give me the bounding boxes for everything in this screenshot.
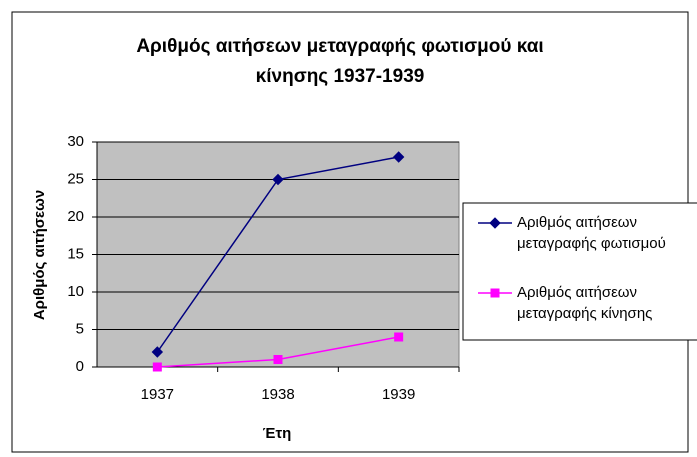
y-tick-label: 25 — [67, 170, 84, 187]
x-tick-label: 1939 — [382, 386, 415, 403]
y-tick-label: 15 — [67, 245, 84, 262]
data-point — [392, 151, 405, 163]
y-tick-label: 5 — [76, 320, 84, 337]
y-tick-label: 10 — [67, 283, 84, 300]
legend-label: Αριθμός αιτήσεων μεταγραφής φωτισμού — [517, 214, 666, 252]
chart-title: Αριθμός αιτήσεων μεταγραφής φωτισμού και… — [136, 36, 544, 87]
y-tick-label: 30 — [67, 133, 84, 150]
data-point — [151, 346, 164, 358]
x-axis-label: Έτη — [263, 425, 292, 442]
legend-marker — [489, 217, 501, 229]
y-tick-label: 0 — [76, 358, 84, 375]
y-axis-label: Αριθμός αιτήσεων — [31, 190, 48, 320]
legend-marker — [490, 288, 500, 298]
data-point — [394, 332, 404, 342]
legend-box — [462, 202, 697, 341]
x-tick-label: 1938 — [261, 386, 294, 403]
x-tick-label: 1937 — [141, 386, 174, 403]
data-point — [272, 173, 284, 186]
data-point — [152, 362, 162, 372]
y-tick-label: 20 — [67, 208, 84, 225]
data-point — [273, 355, 283, 364]
legend-label: Αριθμός αιτήσεων μεταγραφής κίνησης — [517, 284, 653, 322]
